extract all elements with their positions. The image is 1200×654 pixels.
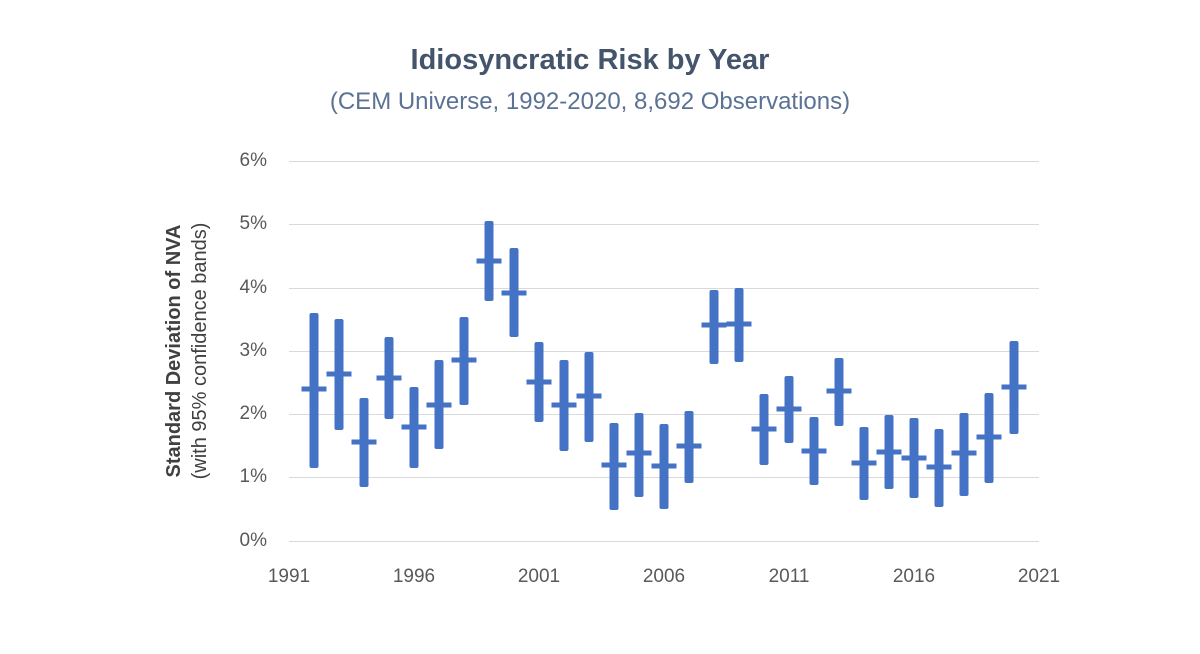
mean-tick-2001 — [526, 379, 552, 385]
mean-tick-2010 — [751, 426, 777, 432]
mean-tick-1999 — [476, 258, 502, 264]
mean-tick-1998 — [451, 357, 477, 363]
y-tick-label: 5% — [239, 213, 267, 235]
mean-tick-2020 — [1001, 384, 1027, 390]
y-tick-label: 1% — [239, 466, 267, 488]
y-tick-label: 6% — [239, 150, 267, 171]
y-tick-label: 4% — [239, 276, 267, 298]
mean-tick-1995 — [376, 375, 402, 381]
mean-tick-2005 — [626, 450, 652, 456]
gridline-2% — [289, 414, 1039, 415]
y-axis-title-line1: Standard Deviation of NVA — [163, 224, 185, 478]
mean-tick-2015 — [876, 449, 902, 455]
mean-tick-2008 — [701, 322, 727, 328]
mean-tick-1993 — [326, 371, 352, 377]
mean-tick-2009 — [726, 321, 752, 327]
mean-tick-2014 — [851, 460, 877, 466]
mean-tick-2019 — [976, 434, 1002, 440]
x-tick-label: 2001 — [517, 565, 561, 587]
y-tick-label: 2% — [239, 403, 267, 424]
mean-tick-2011 — [776, 406, 802, 412]
x-tick-label: 2011 — [768, 565, 810, 587]
mean-tick-2016 — [901, 455, 927, 461]
mean-tick-2012 — [801, 448, 827, 454]
mean-tick-2018 — [951, 450, 977, 456]
mean-tick-2017 — [926, 464, 952, 470]
mean-tick-2002 — [551, 402, 577, 408]
x-tick-label: 2021 — [1017, 565, 1061, 587]
x-tick-label: 1996 — [392, 565, 436, 587]
chart-title: Idiosyncratic Risk by Year — [410, 44, 770, 76]
mean-tick-2006 — [651, 463, 677, 469]
gridline-6% — [289, 161, 1039, 162]
mean-tick-1997 — [426, 402, 452, 408]
x-tick-label: 2016 — [892, 565, 936, 587]
x-tick-label: 1991 — [267, 565, 311, 587]
gridline-3% — [289, 350, 1039, 352]
chart-subtitle: (CEM Universe, 1992-2020, 8,692 Observat… — [329, 88, 851, 115]
mean-tick-1994 — [351, 439, 377, 445]
mean-tick-2000 — [501, 290, 527, 296]
x-tick-label: 2006 — [642, 565, 686, 587]
mean-tick-2007 — [676, 443, 702, 449]
gridline-5% — [289, 224, 1039, 226]
y-tick-label: 3% — [239, 339, 267, 361]
gridline-0% — [289, 540, 1039, 542]
gridline-4% — [289, 287, 1039, 289]
confidence-band-2005 — [634, 413, 644, 498]
mean-tick-2004 — [601, 462, 627, 468]
y-axis-title: Standard Deviation of NVA (with 95% conf… — [161, 223, 213, 480]
mean-tick-2003 — [576, 393, 602, 399]
mean-tick-1992 — [301, 386, 327, 392]
mean-tick-2013 — [826, 388, 852, 394]
mean-tick-1996 — [401, 424, 427, 430]
y-tick-label: 0% — [239, 529, 267, 551]
